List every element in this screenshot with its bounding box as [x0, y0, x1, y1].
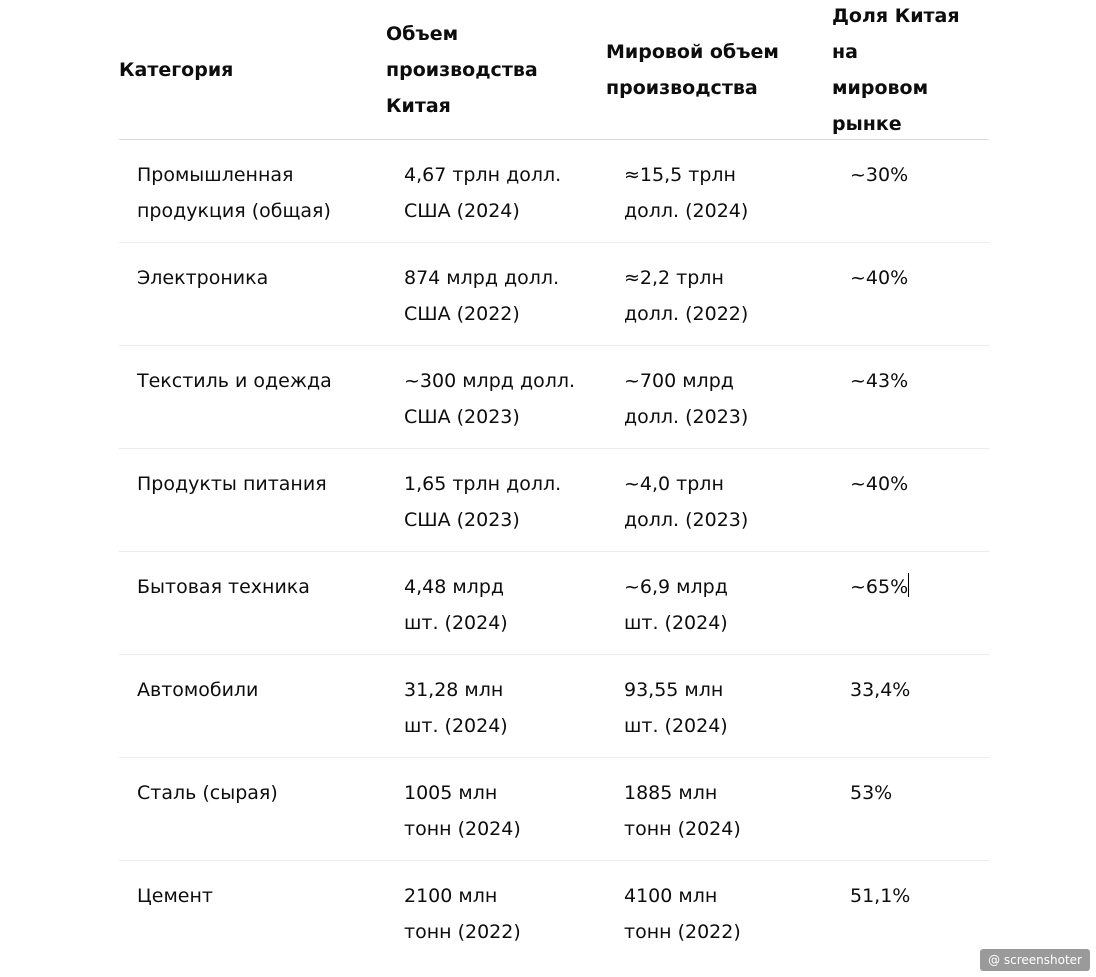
- cell-china-volume: 1,65 трлн долл. США (2023): [404, 473, 562, 531]
- cell-china-share: ~40%: [850, 473, 909, 495]
- cell-china-volume: 874 млрд долл. США (2022): [404, 267, 560, 325]
- table-row: Электроника 874 млрд долл. США (2022) ≈2…: [119, 243, 989, 346]
- header-world-volume: Мировой объем производства: [606, 40, 779, 99]
- cell-china-share: 33,4%: [850, 679, 911, 701]
- cell-china-volume: ~300 млрд долл. США (2023): [404, 370, 576, 428]
- production-table: Категория Объем производства Китая Миров…: [119, 0, 989, 964]
- cell-china-volume: 1005 млн тонн (2024): [404, 782, 521, 840]
- table-row: Продукты питания 1,65 трлн долл. США (20…: [119, 449, 989, 552]
- header-china-share: Доля Китая на мировом рынке: [832, 4, 960, 135]
- cell-category: Продукты питания: [137, 473, 327, 495]
- cell-category: Текстиль и одежда: [137, 370, 332, 392]
- cell-china-volume: 31,28 млн шт. (2024): [404, 679, 508, 737]
- cell-world-volume: 4100 млн тонн (2022): [624, 885, 741, 943]
- cell-china-volume: 4,48 млрд шт. (2024): [404, 576, 508, 634]
- header-china-volume: Объем производства Китая: [386, 22, 538, 117]
- cell-china-share: 53%: [850, 782, 893, 804]
- table-header-row: Категория Объем производства Китая Миров…: [119, 0, 989, 140]
- watermark-label: @ screenshoter: [988, 953, 1082, 967]
- cell-china-share[interactable]: ~65%: [850, 576, 909, 598]
- cell-category: Автомобили: [137, 679, 259, 701]
- cell-category: Цемент: [137, 885, 213, 907]
- cell-category: Сталь (сырая): [137, 782, 278, 804]
- cell-category: Бытовая техника: [137, 576, 310, 598]
- cell-china-share: ~30%: [850, 164, 909, 186]
- cell-china-share: ~40%: [850, 267, 909, 289]
- cell-china-share-with-cursor[interactable]: ~65%: [832, 552, 989, 654]
- table-row: Автомобили 31,28 млн шт. (2024) 93,55 мл…: [119, 655, 989, 758]
- table-row: Сталь (сырая) 1005 млн тонн (2024) 1885 …: [119, 758, 989, 861]
- cell-world-volume: ~6,9 млрд шт. (2024): [624, 576, 728, 634]
- cell-world-volume: ≈15,5 трлн долл. (2024): [624, 164, 749, 222]
- text-cursor: [908, 573, 910, 597]
- cell-world-volume: ~700 млрд долл. (2023): [624, 370, 749, 428]
- cell-china-volume: 2100 млн тонн (2022): [404, 885, 521, 943]
- cell-world-volume: ≈2,2 трлн долл. (2022): [624, 267, 749, 325]
- cell-china-share: ~43%: [850, 370, 909, 392]
- cell-world-volume: 93,55 млн шт. (2024): [624, 679, 728, 737]
- cell-china-volume: 4,67 трлн долл. США (2024): [404, 164, 562, 222]
- table-row: Промышленная продукция (общая) 4,67 трлн…: [119, 140, 989, 243]
- screenshoter-watermark: @ screenshoter: [980, 949, 1090, 971]
- table-row: Бытовая техника 4,48 млрд шт. (2024) ~6,…: [119, 552, 989, 655]
- cell-world-volume: 1885 млн тонн (2024): [624, 782, 741, 840]
- table-row: Цемент 2100 млн тонн (2022) 4100 млн тон…: [119, 861, 989, 964]
- header-category: Категория: [119, 58, 234, 81]
- cell-category: Промышленная продукция (общая): [137, 164, 331, 222]
- cell-category: Электроника: [137, 267, 269, 289]
- cell-china-share: 51,1%: [850, 885, 911, 907]
- table-row: Текстиль и одежда ~300 млрд долл. США (2…: [119, 346, 989, 449]
- cell-world-volume: ~4,0 трлн долл. (2023): [624, 473, 749, 531]
